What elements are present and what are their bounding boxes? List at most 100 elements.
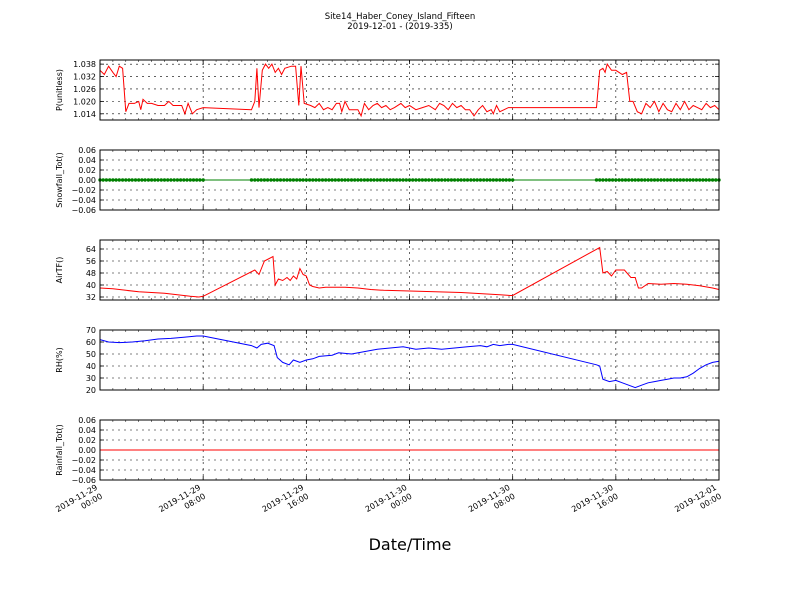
y-tick-label: 56 <box>86 257 96 266</box>
series-point <box>385 178 389 182</box>
series-point <box>433 178 437 182</box>
y-tick-label: 50 <box>86 350 96 359</box>
y-tick-label: 1.020 <box>73 97 96 106</box>
y-tick-label: −0.04 <box>71 196 96 205</box>
y-axis-label: AirTF() <box>55 257 64 284</box>
y-tick-label: 64 <box>86 245 96 254</box>
series-point <box>443 178 447 182</box>
series-point <box>108 178 112 182</box>
series-point <box>153 178 157 182</box>
series-point <box>598 178 602 182</box>
series-point <box>465 178 470 182</box>
series-point <box>295 178 299 182</box>
series-point <box>462 178 466 182</box>
series-point <box>391 178 396 182</box>
series-point <box>169 178 173 182</box>
series-point <box>301 178 305 182</box>
series-point <box>388 178 392 182</box>
series-point <box>436 178 441 182</box>
panel-1: 1.014 1.020 1.026 1.032 1.038 P(unitless) <box>55 59 720 121</box>
series-point <box>423 178 428 182</box>
series-point <box>130 178 134 182</box>
series-point <box>440 178 444 182</box>
series-point <box>159 178 163 182</box>
series-point <box>262 178 267 182</box>
series-point <box>643 178 647 182</box>
series-point <box>282 178 286 182</box>
panel-4: 20 30 40 50 60 70 RH(%) <box>55 326 720 395</box>
y-tick-label: −0.02 <box>71 186 96 195</box>
series-point <box>340 178 344 182</box>
series-point <box>617 178 621 182</box>
panel-frame <box>99 329 720 391</box>
y-tick-label: 1.014 <box>73 110 96 119</box>
series-point <box>601 178 605 182</box>
series-point <box>707 178 711 182</box>
series-point <box>378 178 383 182</box>
series-point <box>188 178 192 182</box>
series-point <box>452 178 457 182</box>
series-point <box>272 178 276 182</box>
series-point <box>623 178 628 182</box>
y-tick-label: 60 <box>86 338 96 347</box>
series-point <box>485 178 489 182</box>
series-point <box>449 178 454 182</box>
y-tick-label: 1.026 <box>73 85 96 94</box>
series-point <box>362 178 367 182</box>
y-tick-label: 0.02 <box>78 166 96 175</box>
series-point <box>253 178 257 182</box>
y-tick-label: 0.06 <box>78 416 96 425</box>
series-point <box>336 178 341 182</box>
series-point <box>288 178 292 182</box>
series-point <box>175 178 180 182</box>
series-point <box>278 178 283 182</box>
series-point <box>372 178 376 182</box>
chart-subtitle: 2019-12-01 - (2019-335) <box>347 22 452 32</box>
series-point <box>701 178 705 182</box>
series-point <box>633 178 637 182</box>
series-point <box>275 178 279 182</box>
series-point <box>656 178 660 182</box>
y-axis-label: P(unitless) <box>55 69 64 111</box>
series-point <box>185 178 189 182</box>
series-line <box>99 62 720 118</box>
panel-2: −0.06−0.04−0.020.000.020.040.06 Snowfall_… <box>55 146 721 215</box>
x-tick-label: 2019-12-0100:00 <box>673 483 723 523</box>
series-point <box>320 178 325 182</box>
series-point <box>710 178 715 182</box>
series-point <box>417 178 421 182</box>
series-point <box>482 178 486 182</box>
series-point <box>494 178 499 182</box>
series-point <box>668 178 673 182</box>
y-axis-label: Snowfall_Tot() <box>55 152 64 208</box>
series-point <box>627 178 631 182</box>
series-point <box>166 178 170 182</box>
series-point <box>356 178 360 182</box>
series-point <box>143 178 147 182</box>
series-point <box>652 178 657 182</box>
panel-3: 32 40 48 56 64 AirTF() <box>55 239 720 302</box>
series-point <box>614 178 618 182</box>
series-point <box>594 178 599 182</box>
series-point <box>672 178 676 182</box>
series-point <box>146 178 151 182</box>
series-point <box>353 178 357 182</box>
y-tick-label: 0.02 <box>78 436 96 445</box>
series-point <box>298 178 302 182</box>
series-point <box>365 178 370 182</box>
panel-frame <box>99 59 720 121</box>
series-point <box>681 178 686 182</box>
series-point <box>114 178 118 182</box>
series-point <box>665 178 670 182</box>
series-point <box>178 178 183 182</box>
panel-frame <box>99 239 720 301</box>
series-point <box>375 178 379 182</box>
series-point <box>359 178 363 182</box>
series-point <box>414 178 418 182</box>
series-point <box>704 178 708 182</box>
series-point <box>111 178 115 182</box>
series-point <box>149 178 154 182</box>
x-tick-labels: 2019-11-2900:00 2019-11-2908:00 2019-11-29… <box>54 483 723 523</box>
series-point <box>475 178 479 182</box>
series-point <box>291 178 296 182</box>
